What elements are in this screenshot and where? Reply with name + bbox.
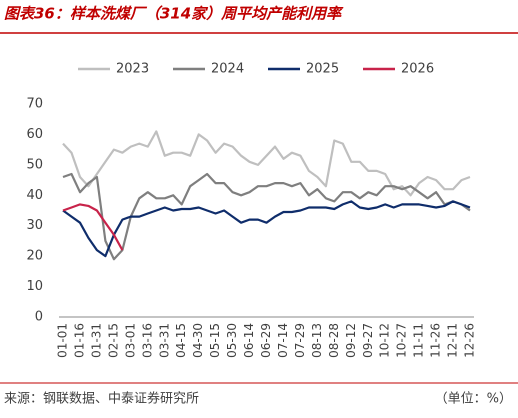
series-line	[62, 203, 124, 251]
x-tick-label: 01-01	[56, 323, 70, 358]
series-line	[62, 200, 471, 258]
x-tick-label: 12-11	[446, 323, 460, 358]
y-tick-label: 20	[26, 249, 43, 264]
x-tick-label: 05-15	[208, 323, 222, 358]
x-tick-label: 11-26	[429, 323, 443, 358]
x-tick-label: 03-16	[140, 323, 154, 358]
x-tick-label: 01-31	[89, 323, 103, 358]
y-tick-label: 30	[26, 218, 43, 233]
y-tick-label: 10	[26, 279, 43, 294]
x-tick-label: 07-14	[276, 323, 290, 358]
x-tick-label: 02-15	[106, 323, 120, 358]
legend-label: 2025	[306, 62, 339, 77]
x-tick-label: 12-26	[463, 323, 477, 358]
x-tick-label: 06-29	[259, 323, 273, 358]
x-tick-label: 07-29	[293, 323, 307, 358]
series-line	[62, 172, 471, 261]
y-tick-label: 50	[26, 157, 43, 172]
legend-label: 2023	[116, 62, 149, 77]
y-tick-label: 0	[35, 310, 43, 325]
x-tick-label: 08-28	[327, 323, 341, 358]
x-tick-label: 08-13	[310, 323, 324, 358]
y-tick-label: 70	[26, 97, 43, 112]
series-line	[62, 130, 471, 197]
x-tick-label: 11-11	[412, 323, 426, 358]
x-tick-label: 03-31	[157, 323, 171, 358]
x-tick-label: 04-15	[174, 323, 188, 358]
x-tick-label: 05-30	[225, 323, 239, 358]
x-tick-label: 06-14	[242, 323, 256, 358]
x-tick-label: 03-01	[123, 323, 137, 358]
legend-label: 2024	[211, 62, 244, 77]
x-tick-label: 09-27	[361, 323, 375, 358]
legend-label: 2026	[401, 62, 434, 77]
x-tick-label: 09-12	[344, 323, 358, 358]
source: 来源：钢联数据、中泰证券研究所	[4, 391, 199, 407]
y-tick-label: 40	[26, 188, 43, 203]
unit-note: （单位：%）	[435, 392, 512, 407]
chart-title: 图表36：样本洗煤厂（314家）周平均产能利用率	[4, 5, 344, 23]
x-tick-label: 04-30	[191, 323, 205, 358]
y-tick-label: 60	[26, 127, 43, 142]
x-tick-label: 10-12	[378, 323, 392, 358]
x-tick-label: 01-16	[72, 323, 86, 358]
x-tick-label: 10-27	[395, 323, 409, 358]
